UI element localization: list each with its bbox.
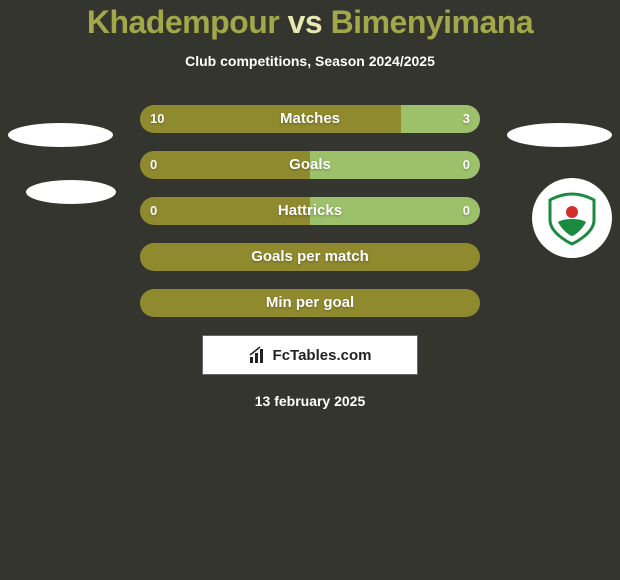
stat-value-right: 0 bbox=[463, 151, 470, 179]
title-player2: Bimenyimana bbox=[331, 4, 534, 40]
brand-text: FcTables.com bbox=[273, 347, 372, 364]
title-vs: vs bbox=[288, 4, 331, 40]
player1-club-badge bbox=[18, 168, 123, 216]
stat-label: Hattricks bbox=[140, 197, 480, 225]
stat-label: Goals per match bbox=[140, 243, 480, 271]
stats-bars: Matches103Goals00Hattricks00Goals per ma… bbox=[140, 105, 480, 317]
player2-club-badge bbox=[532, 178, 612, 258]
stat-bar: Hattricks0 0 bbox=[140, 197, 480, 225]
stat-value-left: 0 bbox=[150, 151, 157, 179]
date-text: 13 february 2025 bbox=[0, 393, 620, 409]
subtitle: Club competitions, Season 2024/2025 bbox=[0, 53, 620, 69]
brand-box: FcTables.com bbox=[202, 335, 418, 375]
stat-label: Goals bbox=[140, 151, 480, 179]
player2-avatar bbox=[507, 95, 612, 175]
stat-value-left: 10 bbox=[150, 105, 164, 133]
stat-bar: Goals per match bbox=[140, 243, 480, 271]
stat-value-left: 0 bbox=[150, 197, 157, 225]
stat-bar: Goals0 0 bbox=[140, 151, 480, 179]
bars-chart-icon bbox=[249, 346, 267, 364]
title-player1: Khadempour bbox=[87, 4, 279, 40]
player1-avatar bbox=[8, 95, 113, 175]
stat-value-right: 3 bbox=[463, 105, 470, 133]
stat-label: Min per goal bbox=[140, 289, 480, 317]
stat-bar: Matches10 3 bbox=[140, 105, 480, 133]
stat-label: Matches bbox=[140, 105, 480, 133]
club-badge-icon bbox=[542, 188, 602, 248]
page-title: Khadempour vs Bimenyimana bbox=[0, 0, 620, 41]
stat-value-right: 0 bbox=[463, 197, 470, 225]
stat-bar: Min per goal bbox=[140, 289, 480, 317]
